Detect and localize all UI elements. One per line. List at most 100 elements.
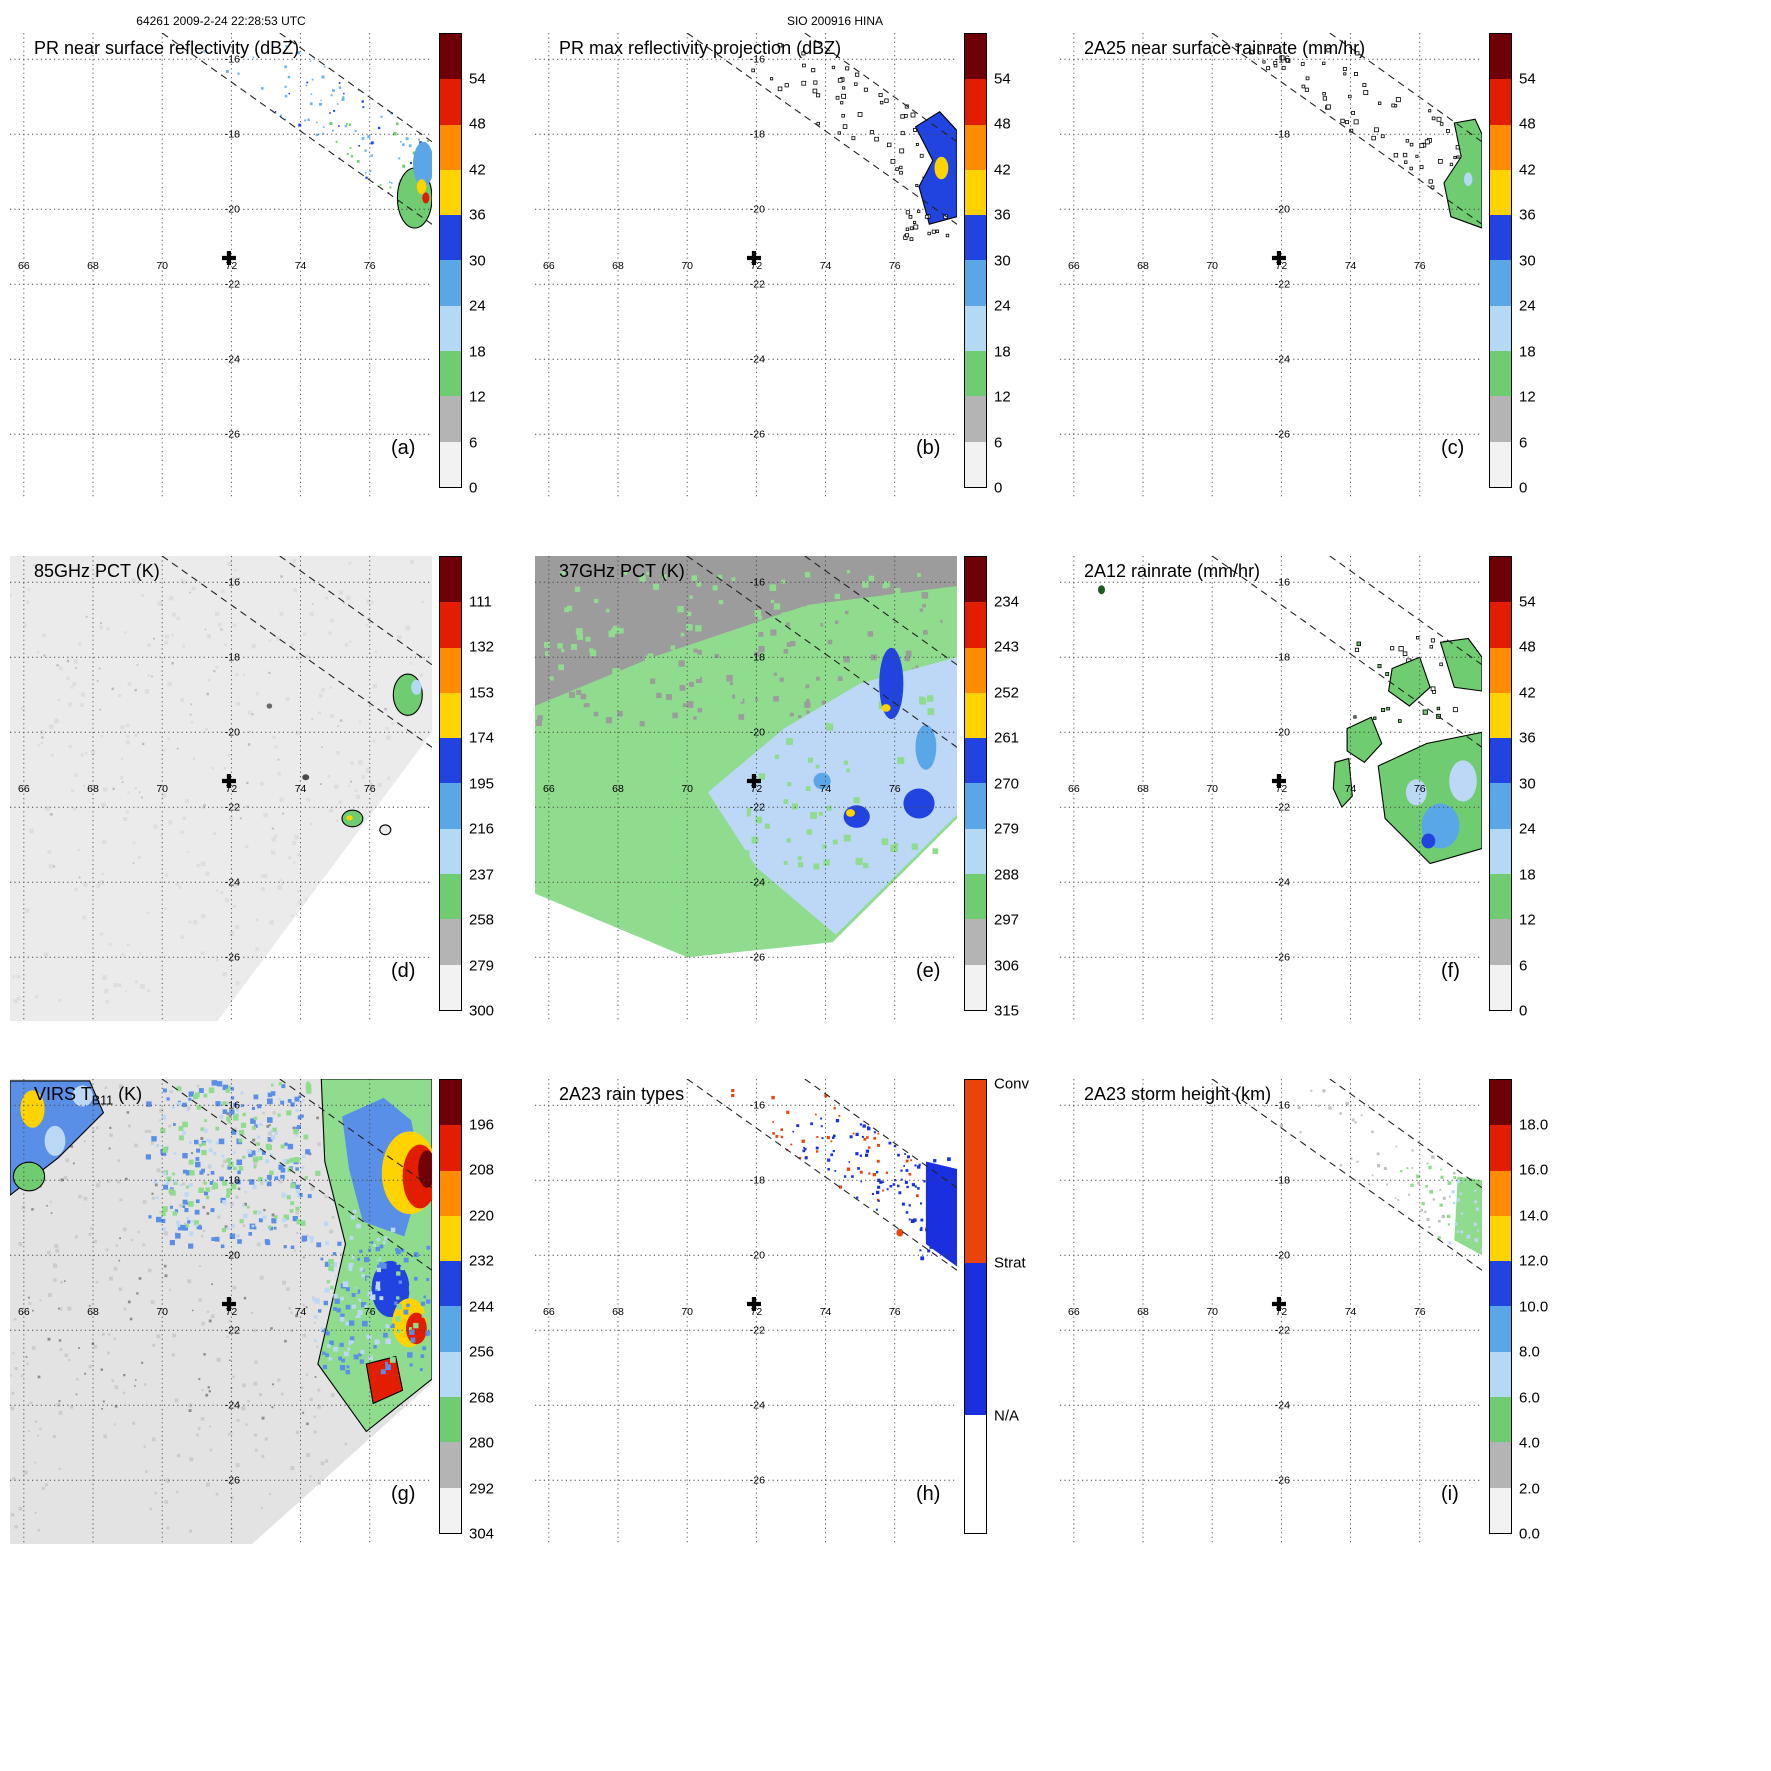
colorbar-tick-label: N/A bbox=[994, 1407, 1020, 1425]
panel-title: 2A23 storm height (km) bbox=[1084, 1084, 1271, 1105]
lon-tick-label: 68 bbox=[87, 260, 99, 272]
colorbar-segment bbox=[440, 828, 461, 875]
colorbar-tick-label: 268 bbox=[469, 1389, 495, 1406]
lat-tick-label: -22 bbox=[1275, 278, 1290, 290]
colorbar-tick-label: 279 bbox=[994, 820, 1020, 838]
colorbar-segment bbox=[440, 305, 461, 352]
lon-tick-label: 72 bbox=[226, 260, 238, 272]
field-blob bbox=[903, 788, 935, 819]
field-blob bbox=[1405, 779, 1427, 806]
field-blob bbox=[934, 156, 949, 180]
colorbar-tick-label: 288 bbox=[994, 866, 1020, 883]
lon-tick-label: 74 bbox=[295, 260, 307, 272]
grid-lines bbox=[1060, 556, 1482, 1021]
lon-tick-label: 68 bbox=[87, 1306, 99, 1318]
colorbar-tick-label: 0 bbox=[1519, 479, 1528, 497]
colorbar-tick-label: Strat bbox=[994, 1254, 1026, 1272]
field-blob bbox=[915, 724, 937, 770]
colorbar-tick-label: 54 bbox=[1519, 70, 1536, 87]
colorbar-segment bbox=[440, 260, 461, 306]
colorbar-segment bbox=[440, 1125, 461, 1171]
colorbar-segment bbox=[440, 602, 461, 648]
lat-tick-label: -26 bbox=[1275, 951, 1290, 963]
lat-tick-label: -24 bbox=[750, 876, 765, 888]
colorbar-segment bbox=[1490, 79, 1511, 125]
colorbar-tick-label: 12 bbox=[469, 388, 486, 406]
colorbar-tick-label: 196 bbox=[469, 1116, 495, 1133]
colorbar-segment bbox=[1490, 351, 1511, 397]
colorbar-segment bbox=[440, 1487, 461, 1533]
colorbar-segment bbox=[965, 215, 986, 261]
speckle-field bbox=[1235, 43, 1477, 205]
lon-tick-label: 76 bbox=[1414, 1306, 1426, 1318]
map-b: 66 68 70 72 74 76 -16 -18 -20 -22 -24 -26 bbox=[535, 33, 957, 498]
panel-letter: (e) bbox=[916, 960, 941, 982]
lat-tick-label: -24 bbox=[225, 876, 240, 888]
colorbar-segment bbox=[440, 34, 461, 80]
colorbar-segment bbox=[440, 1080, 461, 1126]
colorbar-segment bbox=[965, 874, 986, 920]
colorbar-tick-label: 54 bbox=[994, 70, 1011, 87]
lat-tick-label: -22 bbox=[750, 1324, 765, 1336]
colorbar-i bbox=[1489, 1079, 1512, 1534]
panel-letter: (a) bbox=[391, 437, 416, 459]
lat-tick-label: -18 bbox=[1275, 128, 1290, 140]
lon-tick-label: 66 bbox=[18, 1306, 30, 1318]
lon-tick-label: 72 bbox=[1276, 260, 1288, 272]
speckle-field bbox=[751, 42, 949, 193]
lat-tick-label: -24 bbox=[1275, 353, 1290, 365]
colorbar-segment bbox=[440, 1215, 461, 1262]
lat-tick-label: -22 bbox=[750, 801, 765, 813]
lon-tick-label: 76 bbox=[889, 783, 901, 795]
colorbar-segment bbox=[965, 305, 986, 352]
colorbar-tick-label: 0 bbox=[469, 479, 478, 497]
field-blob bbox=[418, 1150, 432, 1188]
colorbar-segment bbox=[440, 1170, 461, 1216]
colorbar-e bbox=[964, 556, 987, 1011]
storm-center-cross bbox=[1271, 774, 1286, 788]
field-blob bbox=[379, 824, 392, 836]
map-e: 66 68 70 72 74 76 -16 -18 -20 -22 -24 -26 bbox=[535, 556, 957, 1021]
lon-tick-label: 74 bbox=[1345, 783, 1357, 795]
colorbar-tick-label: 36 bbox=[994, 206, 1011, 224]
lat-tick-label: -22 bbox=[225, 278, 240, 290]
colorbar-segment bbox=[965, 1263, 986, 1416]
colorbar-tick-label: 237 bbox=[469, 866, 495, 883]
colorbar-segment bbox=[965, 602, 986, 648]
grid-lines bbox=[1060, 1079, 1482, 1544]
colorbar-segment bbox=[1490, 396, 1511, 442]
storm-name-header: SIO 200916 HINA bbox=[786, 14, 884, 28]
colorbar-segment bbox=[440, 1397, 461, 1443]
colorbar-segment bbox=[1490, 1080, 1511, 1126]
lon-tick-label: 72 bbox=[226, 1306, 238, 1318]
colorbar-segment bbox=[1490, 1397, 1511, 1443]
lat-tick-label: -20 bbox=[225, 726, 240, 738]
colorbar-segment bbox=[440, 351, 461, 397]
speckle-field bbox=[910, 1157, 957, 1261]
colorbar-tick-label: 297 bbox=[994, 911, 1020, 929]
lon-tick-label: 72 bbox=[226, 783, 238, 795]
colorbar-segment bbox=[1490, 260, 1511, 306]
grid-lines bbox=[1060, 33, 1482, 498]
lon-tick-label: 72 bbox=[1276, 1306, 1288, 1318]
colorbar-segment bbox=[1490, 34, 1511, 80]
lat-tick-label: -22 bbox=[1275, 801, 1290, 813]
lat-tick-label: -26 bbox=[1275, 428, 1290, 440]
colorbar-tick-label: 195 bbox=[469, 775, 495, 792]
colorbar-tick-label: 0 bbox=[1519, 1002, 1528, 1020]
lat-tick-label: -26 bbox=[1275, 1474, 1290, 1486]
storm-center-cross bbox=[1271, 1297, 1286, 1311]
colorbar-segment bbox=[965, 557, 986, 603]
lat-tick-label: -16 bbox=[750, 576, 765, 588]
colorbar-tick-label: 153 bbox=[469, 684, 495, 701]
colorbar-segment bbox=[440, 783, 461, 829]
colorbar-tick-label: 216 bbox=[469, 820, 495, 838]
colorbar-segment bbox=[1490, 1442, 1511, 1488]
colorbar-tick-label: 234 bbox=[994, 593, 1020, 610]
colorbar-segment bbox=[1490, 305, 1511, 352]
storm-center-cross bbox=[1271, 251, 1286, 265]
lat-tick-label: -26 bbox=[225, 428, 240, 440]
colorbar-tick-label: 10.0 bbox=[1519, 1298, 1549, 1315]
lat-tick-label: -26 bbox=[750, 951, 765, 963]
